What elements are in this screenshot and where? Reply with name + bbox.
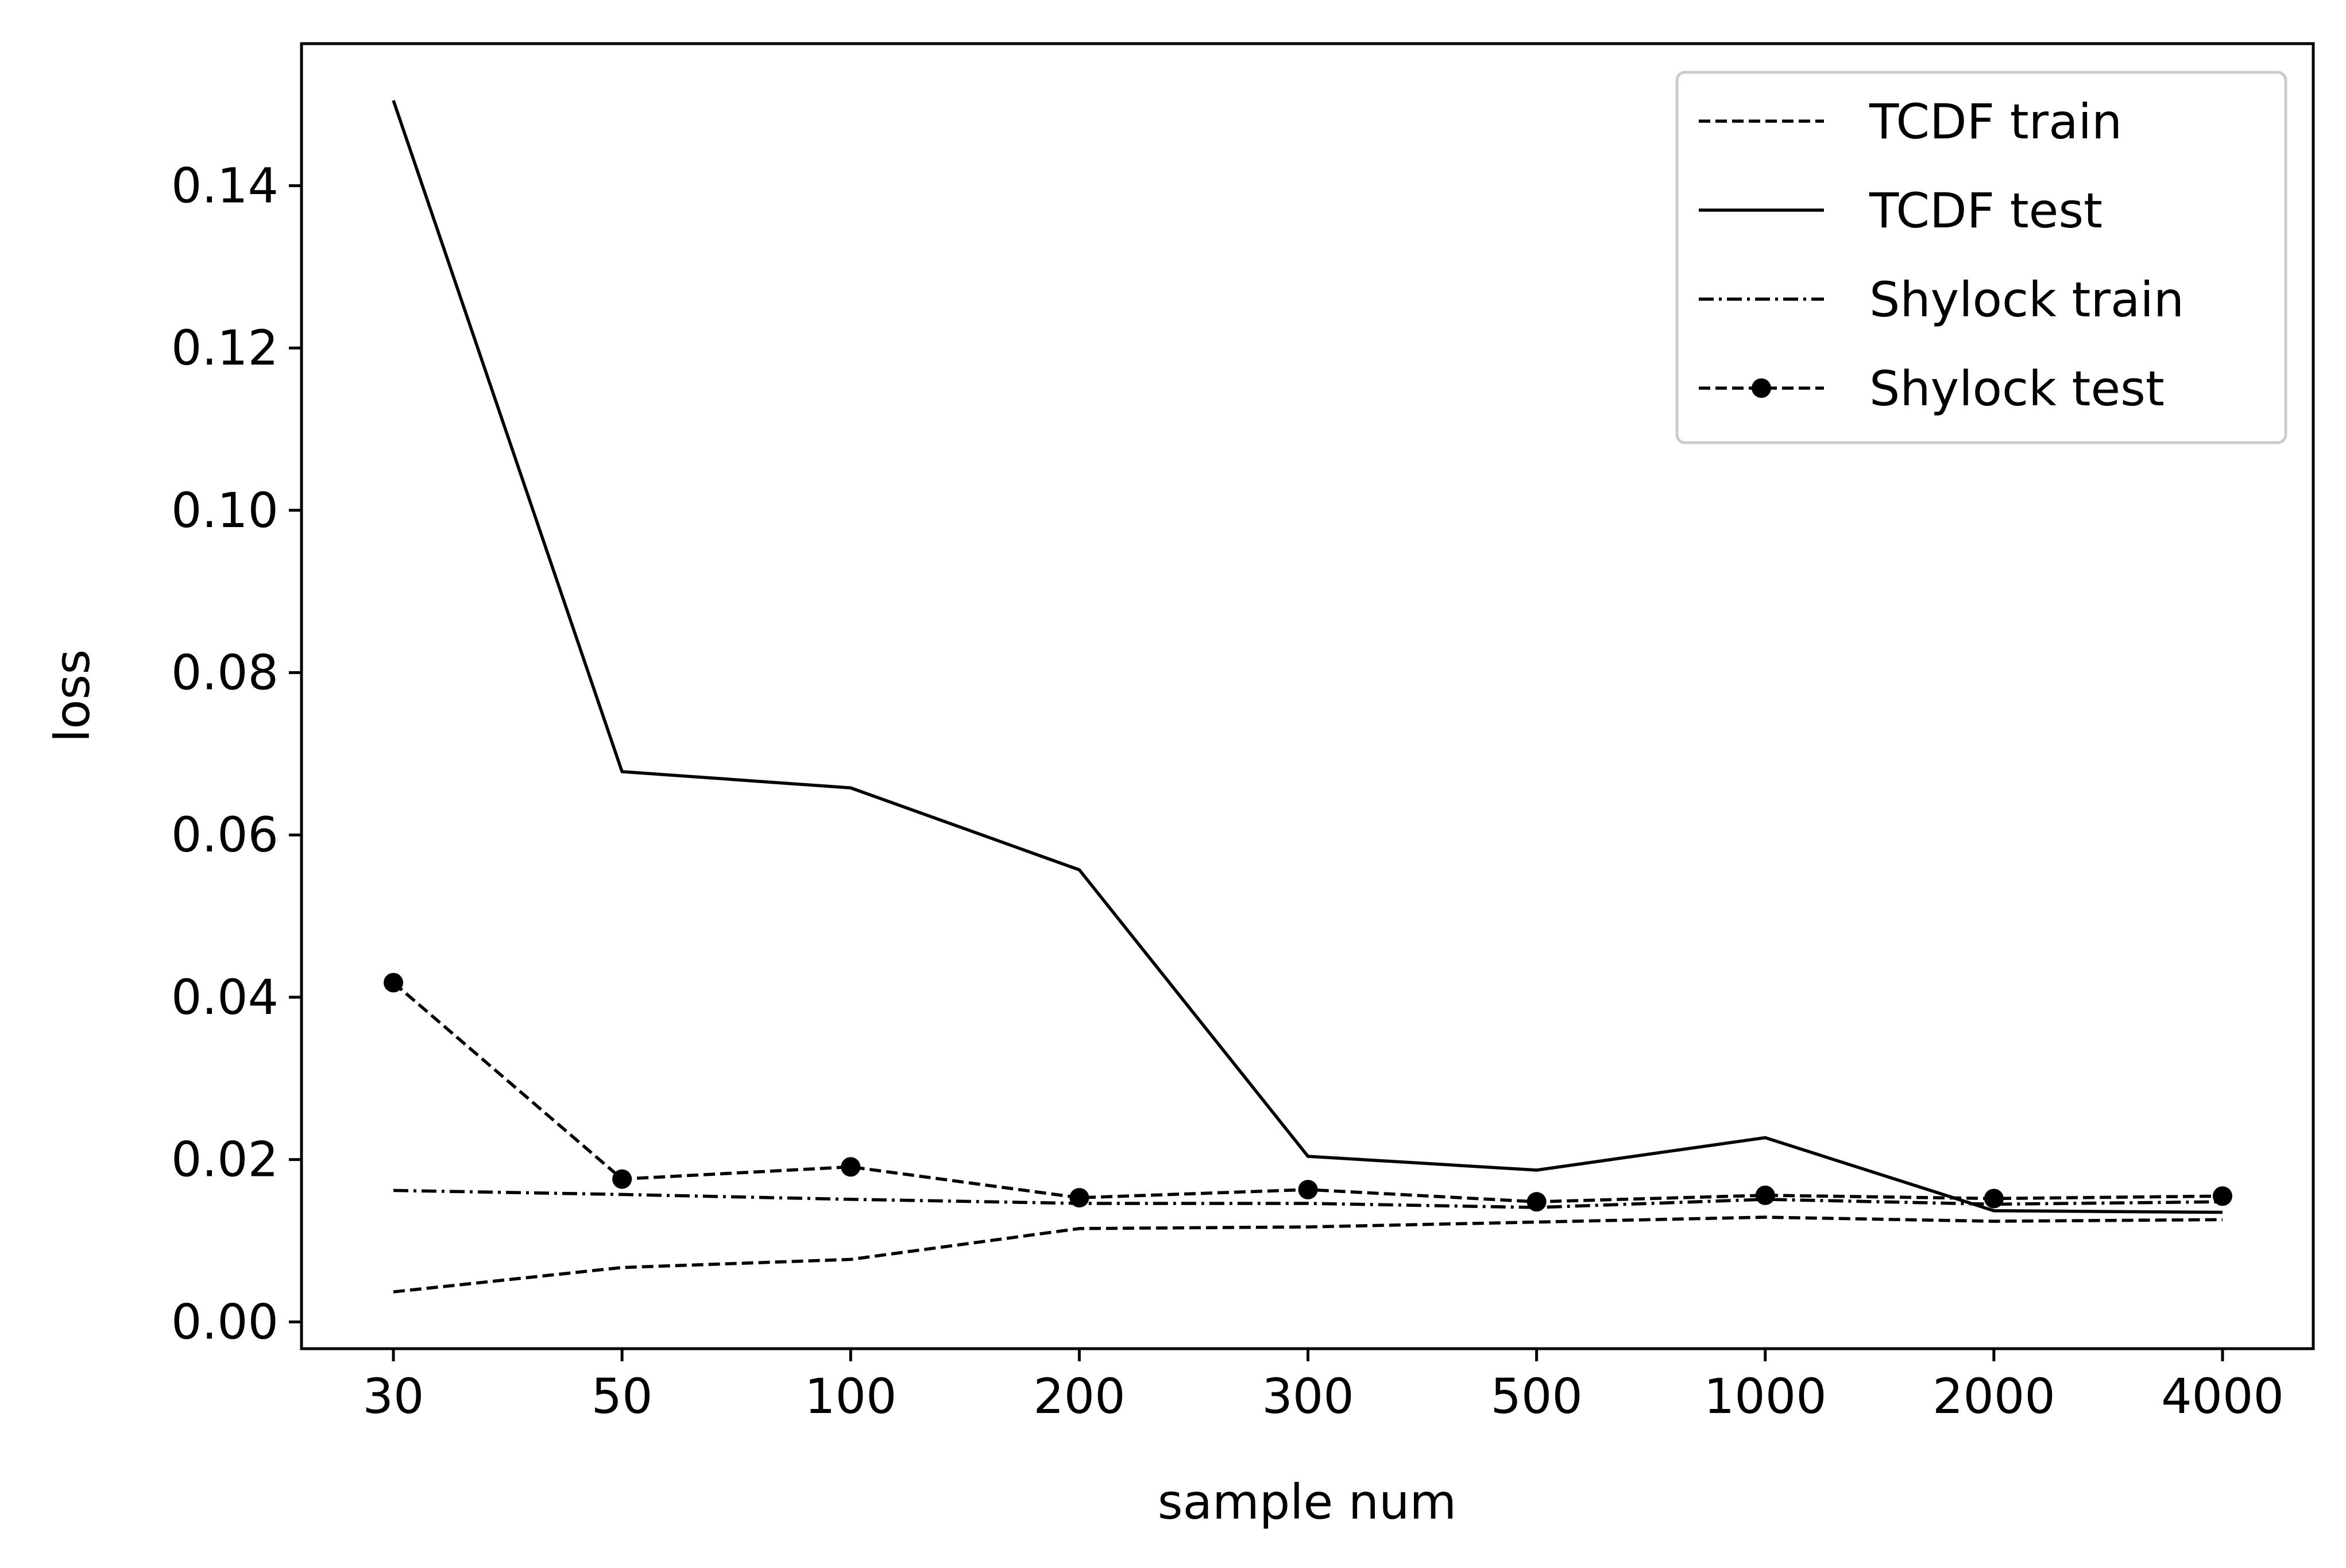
y-axis-label: loss bbox=[44, 649, 101, 742]
x-tick-label: 500 bbox=[1490, 1368, 1582, 1424]
x-tick-label: 200 bbox=[1033, 1368, 1125, 1424]
data-point-shylock-test bbox=[2213, 1186, 2232, 1206]
data-point-shylock-test bbox=[1298, 1179, 1318, 1199]
data-point-shylock-test bbox=[1526, 1192, 1547, 1212]
y-tick-label: 0.02 bbox=[171, 1132, 279, 1188]
series-line-shylock-train bbox=[393, 1188, 2223, 1209]
x-tick-label: 100 bbox=[805, 1368, 896, 1424]
legend-label-tcdf-train: TCDF train bbox=[1869, 94, 2122, 150]
x-axis-label: sample num bbox=[1158, 1474, 1456, 1530]
legend-label-tcdf-test: TCDF test bbox=[1869, 183, 2102, 239]
y-tick-label: 0.04 bbox=[171, 969, 279, 1025]
y-tick-label: 0.14 bbox=[171, 157, 279, 214]
data-point-shylock-test bbox=[1069, 1188, 1089, 1208]
data-point-shylock-test bbox=[1755, 1185, 1775, 1205]
legend: TCDF train TCDF test Shylock train Shylock … bbox=[1675, 71, 2287, 444]
legend-frame bbox=[1675, 71, 2287, 444]
y-tick-label: 0.08 bbox=[171, 645, 279, 701]
x-tick-label: 30 bbox=[363, 1368, 424, 1424]
legend-label-shylock-test: Shylock test bbox=[1869, 361, 2165, 417]
x-tick-label: 300 bbox=[1262, 1368, 1354, 1424]
x-axis-ticks: 30 50 100 200 300 500 1000 2000 4000 bbox=[363, 1349, 2284, 1424]
y-tick-label: 0.10 bbox=[171, 482, 279, 539]
y-tick-label: 0.06 bbox=[171, 807, 279, 863]
data-point-shylock-test bbox=[841, 1157, 861, 1177]
legend-marker-shylock-test bbox=[1752, 378, 1771, 398]
legend-label-shylock-train: Shylock train bbox=[1869, 272, 2184, 328]
series-line-tcdf-train bbox=[393, 1215, 2223, 1294]
x-tick-label: 50 bbox=[592, 1368, 653, 1424]
data-point-shylock-test bbox=[384, 973, 403, 993]
x-tick-label: 1000 bbox=[1704, 1368, 1827, 1424]
x-tick-label: 4000 bbox=[2161, 1368, 2284, 1424]
x-tick-label: 2000 bbox=[1933, 1368, 2055, 1424]
data-point-shylock-test bbox=[612, 1169, 632, 1189]
data-point-shylock-test bbox=[1984, 1188, 2004, 1209]
series-line-tcdf-test bbox=[392, 100, 2223, 1214]
series-layer bbox=[384, 100, 2232, 1294]
y-tick-label: 0.00 bbox=[171, 1294, 279, 1350]
y-axis-ticks: 0.00 0.02 0.04 0.06 0.08 0.10 0.12 0.14 bbox=[171, 157, 302, 1350]
y-tick-label: 0.12 bbox=[171, 320, 279, 376]
